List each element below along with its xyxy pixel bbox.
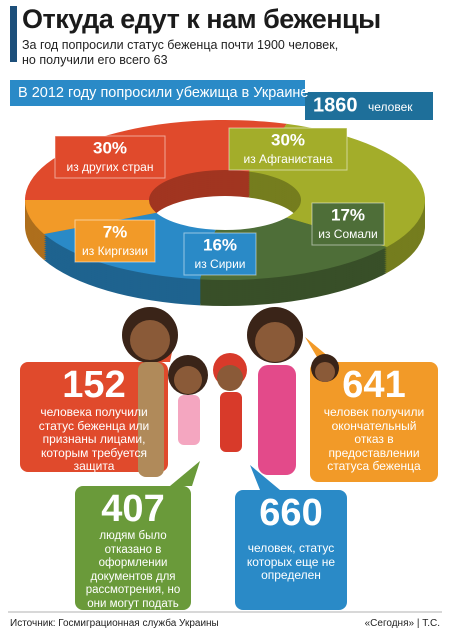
category-label: из Афганистана <box>243 152 332 166</box>
bubble-green <box>75 461 200 610</box>
source: Источник: Госмиграционная служба Украины <box>10 618 219 629</box>
title: Откуда едут к нам беженцы <box>22 4 381 34</box>
value-label: 7% <box>103 222 128 241</box>
banner-number: 1860 <box>313 94 358 116</box>
bubble-blue <box>235 465 347 610</box>
stat-granted: 152 человека получили статус беженца или… <box>20 364 168 474</box>
stat-pending: 660 человек, статус которых еще не опред… <box>235 492 347 583</box>
bubble-orange <box>305 337 438 482</box>
stat-text: человека получили статус беженца или при… <box>38 405 150 473</box>
stat-number: 641 <box>342 364 406 406</box>
stat-number: 660 <box>259 492 323 534</box>
family-illustration <box>122 307 339 477</box>
value-label: 30% <box>271 130 305 149</box>
category-label: из Сирии <box>195 257 246 271</box>
stat-number: 407 <box>101 488 165 530</box>
bubble-red <box>20 337 175 472</box>
banner-unit: человек <box>368 100 413 114</box>
value-label: 17% <box>331 205 365 224</box>
banner <box>10 80 305 106</box>
value-label: 30% <box>93 138 127 157</box>
value-label: 16% <box>203 235 237 254</box>
label-box <box>54 135 166 179</box>
donut: 30% из других стран 30% из Афганистана 17% из… <box>25 119 425 306</box>
bubbles <box>20 337 438 610</box>
category-label: из других стран <box>67 160 154 174</box>
category-label: из Сомали <box>318 227 378 241</box>
title-bar <box>10 6 17 62</box>
credit: «Сегодня» | Т.С. <box>364 618 440 629</box>
label-box <box>74 219 156 263</box>
label-box <box>183 232 257 276</box>
subtitle: За год попросили статус беженца почти 19… <box>22 38 339 67</box>
stat-text: людям было отказано в оформлении докумен… <box>85 530 181 623</box>
stat-text: человек, статус которых еще не определен <box>246 541 336 582</box>
stat-refused: 641 человек получили окончательный отказ… <box>310 364 438 474</box>
slice <box>25 200 157 235</box>
banner-number-box <box>305 92 433 120</box>
category-label: из Киргизии <box>82 244 148 258</box>
stat-not-accepted: 407 людям было отказано в оформлении док… <box>75 488 191 625</box>
label-box <box>228 127 348 171</box>
banner-text: В 2012 году попросили убежища в Украине <box>18 85 309 101</box>
stat-text: человек получили окончательный отказ в п… <box>323 405 425 473</box>
stat-number: 152 <box>62 364 126 406</box>
label-box <box>311 202 385 246</box>
